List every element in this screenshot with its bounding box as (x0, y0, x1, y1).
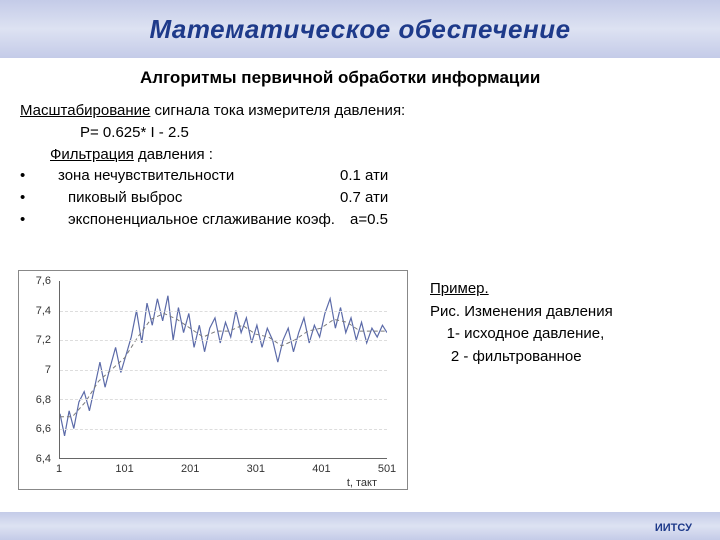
chart-plot-area (59, 281, 387, 459)
bullet-dot-icon: • (20, 209, 40, 231)
example-line2: 2 - фильтрованное (430, 346, 700, 369)
body-text: Масштабирование сигнала тока измерителя … (20, 100, 700, 231)
bullet-dot-icon: • (20, 187, 40, 209)
x-axis-labels: 1101201301401501 (59, 463, 387, 479)
bullet-value: 0.1 ати (340, 165, 388, 187)
x-tick-label: 1 (56, 463, 62, 475)
x-tick-label: 501 (378, 463, 396, 475)
filtering-label: Фильтрация (50, 146, 134, 163)
y-tick-label: 7 (45, 364, 51, 376)
pressure-chart: 6,4 6,6 6,8 7 7,2 7,4 7,6 1 101 201 301 401 501 t, … (18, 270, 408, 490)
series-raw (60, 296, 387, 436)
bullet-row: • экспоненциальное сглаживание коэф. а=0… (20, 209, 700, 231)
x-axis-title: t, такт (347, 477, 377, 489)
footer-label: ИИТСУ (655, 522, 692, 534)
scaling-formula: Р= 0.625* I - 2.5 (20, 122, 700, 144)
bullet-row: • пиковый выброс 0.7 ати (20, 187, 700, 209)
slide: Математическое обеспечение Алгоритмы пер… (0, 0, 720, 540)
x-tick-label: 101 (115, 463, 133, 475)
bullet-dot-icon: • (20, 165, 40, 187)
slide-title: Математическое обеспечение (149, 14, 570, 45)
bullet-row: • зона нечувствительности 0.1 ати (20, 165, 700, 187)
filtering-rest: давления : (134, 146, 213, 163)
y-tick-label: 7,2 (36, 334, 51, 346)
bullet-label: зона нечувствительности (40, 165, 340, 187)
footer-bar (0, 512, 720, 540)
bullet-value: а=0.5 (350, 209, 388, 231)
scaling-label: Масштабирование (20, 102, 150, 119)
bullet-label: пиковый выброс (40, 187, 340, 209)
y-axis-labels: 6,46,66,877,27,47,6 (19, 281, 55, 459)
x-tick-label: 201 (181, 463, 199, 475)
y-tick-label: 6,4 (36, 453, 51, 465)
y-tick-label: 7,6 (36, 275, 51, 287)
slide-subtitle: Алгоритмы первичной обработки информации (140, 68, 540, 88)
title-bar: Математическое обеспечение (0, 0, 720, 58)
example-block: Пример. Рис. Изменения давления 1- исход… (430, 278, 700, 368)
bullet-label: экспоненциальное сглаживание коэф. (40, 209, 350, 231)
x-tick-label: 401 (312, 463, 330, 475)
y-tick-label: 7,4 (36, 305, 51, 317)
example-line1: 1- исходное давление, (430, 323, 700, 346)
example-caption: Рис. Изменения давления (430, 301, 700, 324)
example-head: Пример. (430, 280, 489, 297)
y-tick-label: 6,8 (36, 394, 51, 406)
scaling-rest: сигнала тока измерителя давления: (150, 102, 405, 119)
y-tick-label: 6,6 (36, 423, 51, 435)
x-tick-label: 301 (247, 463, 265, 475)
bullet-value: 0.7 ати (340, 187, 388, 209)
